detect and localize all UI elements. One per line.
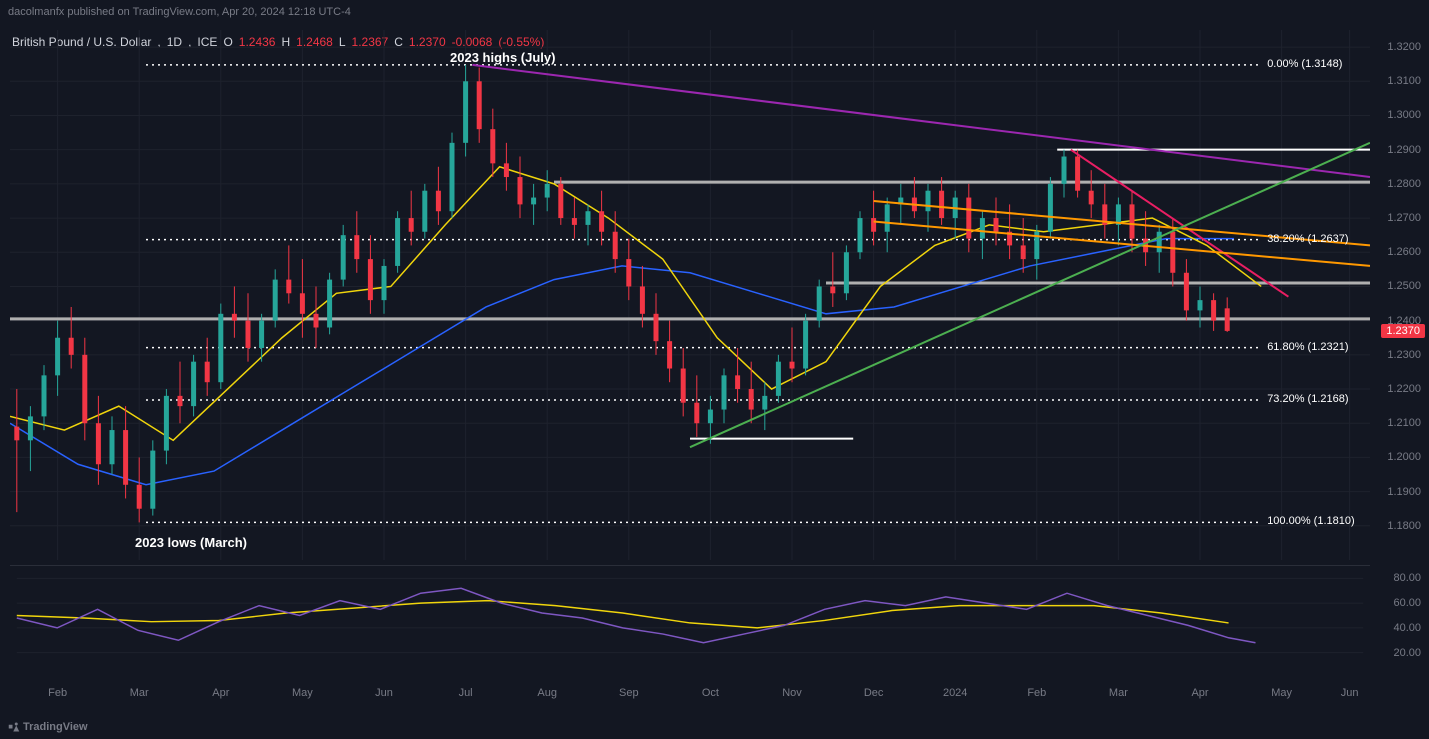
publisher: dacolmanfx [8,6,64,18]
price-tick: 1.2700 [1387,212,1421,224]
fib-level-label: 73.20% (1.2168) [1267,393,1348,405]
rsi-tick: 40.00 [1393,622,1421,634]
price-tick: 1.1800 [1387,520,1421,532]
price-tick: 1.3200 [1387,41,1421,53]
annotation-lows: 2023 lows (March) [135,535,247,550]
rsi-tick: 80.00 [1393,572,1421,584]
site: TradingView.com [133,6,217,18]
time-tick: Aug [537,687,557,699]
time-tick: Mar [130,687,149,699]
time-tick: Nov [782,687,802,699]
rsi-axis: 20.00 40.00 60.00 80.00 [1374,565,1429,665]
price-tick: 1.3100 [1387,75,1421,87]
price-tick: 1.3000 [1387,109,1421,121]
time-tick: Feb [1027,687,1046,699]
fib-level-label: 100.00% (1.1810) [1267,515,1354,527]
price-tick: 1.2500 [1387,280,1421,292]
time-tick: Dec [864,687,884,699]
published-on: published on [67,6,129,18]
price-tick: 1.2300 [1387,349,1421,361]
time-tick: May [1271,687,1292,699]
price-chart[interactable] [10,30,1370,560]
time-tick: Apr [212,687,229,699]
time-tick: Apr [1191,687,1208,699]
price-tick: 1.2200 [1387,383,1421,395]
price-axis: 1.18001.19001.20001.21001.22001.23001.24… [1374,30,1429,560]
annotation-highs: 2023 highs (July) [450,50,555,65]
price-tick: 1.2800 [1387,178,1421,190]
price-tick: 1.2900 [1387,144,1421,156]
price-tick: 1.2600 [1387,246,1421,258]
time-tick: Jul [459,687,473,699]
time-tick: Sep [619,687,639,699]
publish-header: dacolmanfx published on TradingView.com,… [8,6,351,18]
watermark-text: TradingView [23,721,88,733]
rsi-chart[interactable] [10,565,1370,665]
publish-date: Apr 20, 2024 12:18 UTC-4 [222,6,351,18]
fib-level-label: 61.80% (1.2321) [1267,341,1348,353]
time-tick: Mar [1109,687,1128,699]
fib-level-label: 38.20% (1.2637) [1267,233,1348,245]
time-tick: Oct [702,687,719,699]
time-tick: Feb [48,687,67,699]
price-tick: 1.2100 [1387,417,1421,429]
rsi-tick: 20.00 [1393,647,1421,659]
tradingview-icon [8,721,20,733]
time-tick: Jun [1341,687,1359,699]
fib-level-label: 0.00% (1.3148) [1267,58,1342,70]
watermark: TradingView [8,721,88,733]
chart-container: dacolmanfx published on TradingView.com,… [0,0,1429,739]
price-tick: 1.2000 [1387,451,1421,463]
time-tick: Jun [375,687,393,699]
current-price-badge: 1.2370 [1381,324,1425,338]
time-tick: May [292,687,313,699]
time-tick: 2024 [943,687,967,699]
rsi-tick: 60.00 [1393,597,1421,609]
time-axis: Feb Mar Apr May Jun Jul Aug Sep Oct Nov Dec 2024 Feb… [10,687,1370,707]
price-tick: 1.1900 [1387,486,1421,498]
